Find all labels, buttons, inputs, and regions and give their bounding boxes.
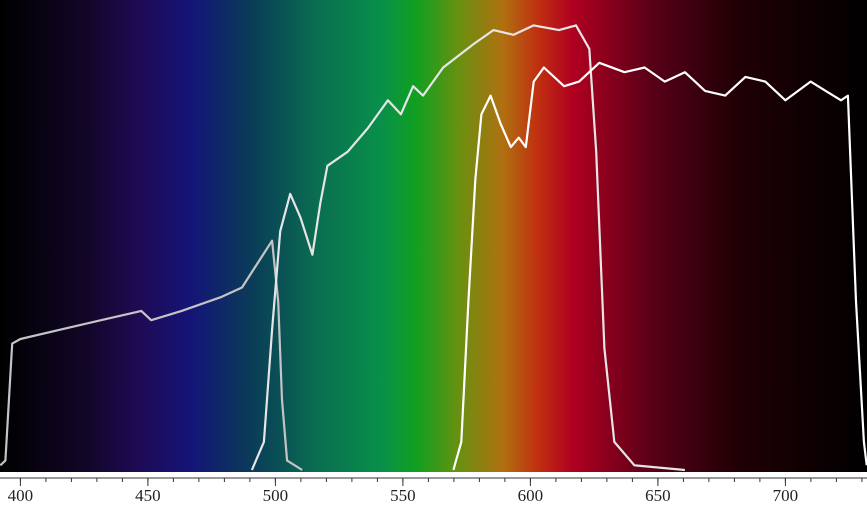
x-tick-label: 500 [263, 486, 289, 505]
spectrum-background [0, 0, 867, 472]
spectrum-curve [452, 61, 867, 471]
x-tick-label: 450 [135, 486, 161, 505]
spectrum-curve [0, 239, 303, 471]
x-tick-label: 650 [645, 486, 671, 505]
x-tick-label: 700 [773, 486, 799, 505]
x-tick-label: 600 [518, 486, 544, 505]
spectrum-curve [250, 24, 686, 472]
x-tick-label: 550 [390, 486, 416, 505]
x-tick-label: 400 [8, 486, 34, 505]
